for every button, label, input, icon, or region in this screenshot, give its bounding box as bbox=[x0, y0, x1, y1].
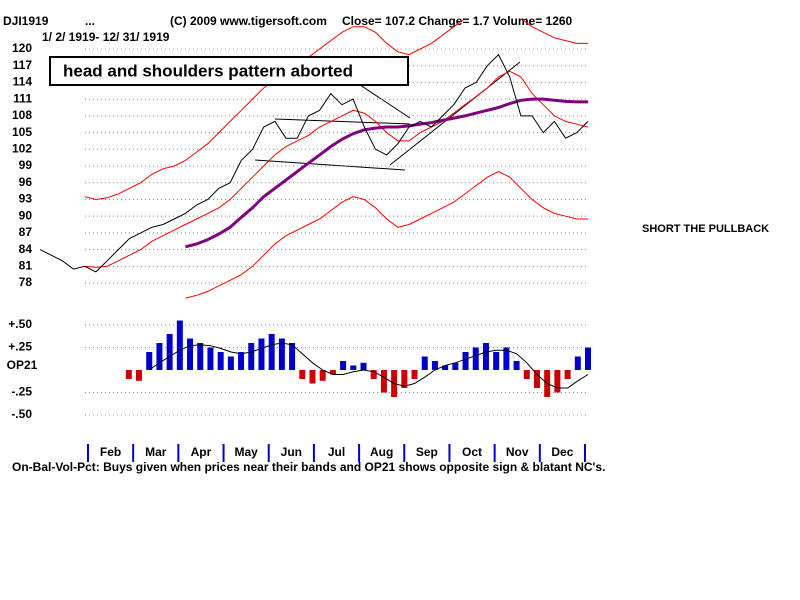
bar bbox=[278, 338, 285, 370]
bar bbox=[329, 370, 336, 375]
x-tick-label: Jul bbox=[328, 445, 345, 459]
footer: On-Bal-Vol-Pct: Buys given when prices n… bbox=[12, 460, 605, 474]
y-tick-label: 114 bbox=[13, 75, 33, 89]
bar bbox=[217, 352, 224, 370]
y-tick-label: 117 bbox=[13, 58, 33, 72]
line bbox=[84, 20, 588, 201]
y-tick-label: 87 bbox=[19, 225, 33, 239]
y-tick-label: 120 bbox=[12, 41, 32, 55]
bar bbox=[360, 362, 367, 370]
y-tick-label: -.25 bbox=[11, 385, 32, 399]
bar bbox=[370, 370, 377, 379]
line bbox=[185, 97, 588, 249]
bar bbox=[462, 352, 469, 370]
bar bbox=[166, 334, 173, 370]
x-tick-label: Feb bbox=[100, 445, 121, 459]
bar bbox=[248, 343, 255, 370]
y-tick-label: 108 bbox=[12, 108, 32, 122]
bar bbox=[421, 356, 428, 370]
y-tick-label: 90 bbox=[19, 208, 33, 222]
bar bbox=[350, 365, 357, 370]
bar bbox=[401, 370, 408, 388]
y-tick-label: 99 bbox=[19, 158, 33, 172]
bar bbox=[585, 347, 591, 370]
bar bbox=[431, 361, 438, 370]
y-tick-label: 105 bbox=[12, 125, 32, 139]
line bbox=[185, 171, 588, 299]
side-note: SHORT THE PULLBACK bbox=[642, 223, 769, 235]
bar bbox=[197, 343, 204, 370]
bar bbox=[493, 352, 500, 370]
bar bbox=[238, 352, 245, 370]
bar bbox=[125, 370, 132, 379]
x-tick-label: Aug bbox=[370, 445, 393, 459]
y-tick-label: 81 bbox=[19, 259, 33, 273]
bar bbox=[146, 352, 153, 370]
bar bbox=[503, 347, 510, 370]
x-tick-label: Nov bbox=[506, 445, 529, 459]
bar bbox=[533, 370, 540, 388]
bar bbox=[523, 370, 530, 379]
y-tick-label: 111 bbox=[13, 91, 32, 105]
price-plot bbox=[39, 20, 589, 299]
y-tick-label: 96 bbox=[19, 175, 33, 189]
x-tick-label: Mar bbox=[145, 445, 167, 459]
x-tick-label: Apr bbox=[191, 445, 212, 459]
line bbox=[84, 70, 589, 268]
y-tick-label: +.25 bbox=[8, 340, 32, 354]
line bbox=[39, 53, 589, 273]
bar bbox=[452, 362, 459, 370]
trend-line bbox=[254, 159, 406, 171]
x-tick-label: May bbox=[234, 445, 258, 459]
x-tick-label: Sep bbox=[416, 445, 438, 459]
bar bbox=[176, 320, 183, 370]
bar bbox=[340, 361, 347, 370]
y-axis-label: OP21 bbox=[7, 358, 38, 372]
bar bbox=[554, 370, 561, 393]
y-tick-label: 102 bbox=[12, 141, 32, 155]
x-tick-label: Jun bbox=[281, 445, 302, 459]
bar bbox=[299, 370, 306, 379]
bar bbox=[380, 370, 387, 393]
bar bbox=[564, 370, 571, 379]
bar bbox=[411, 370, 418, 379]
x-tick-label: Dec bbox=[551, 445, 573, 459]
bar bbox=[472, 347, 479, 370]
y-tick-label: 78 bbox=[19, 275, 33, 289]
bar bbox=[258, 338, 265, 370]
bar bbox=[156, 343, 163, 370]
bar bbox=[319, 370, 326, 381]
x-tick-label: Oct bbox=[462, 445, 482, 459]
bar bbox=[289, 343, 296, 370]
bar bbox=[574, 356, 581, 370]
line bbox=[148, 342, 589, 389]
y-tick-label: -.50 bbox=[11, 407, 32, 421]
bar bbox=[227, 356, 234, 370]
date-range: 1/ 2/ 1919- 12/ 31/ 1919 bbox=[42, 30, 170, 44]
bar bbox=[442, 365, 449, 370]
bar bbox=[513, 361, 520, 370]
neckline bbox=[274, 118, 411, 125]
trend-line bbox=[389, 61, 521, 166]
bar bbox=[268, 334, 275, 370]
bar bbox=[187, 338, 194, 370]
annotation: head and shoulders pattern aborted bbox=[63, 61, 353, 80]
bar bbox=[309, 370, 316, 384]
y-tick-label: +.50 bbox=[8, 317, 32, 331]
bar bbox=[482, 343, 489, 370]
y-tick-label: 93 bbox=[19, 192, 33, 206]
dots: ... bbox=[85, 14, 95, 28]
quote: Close= 107.2 Change= 1.7 Volume= 1260 bbox=[342, 14, 573, 28]
annotation-box bbox=[49, 56, 409, 86]
bar bbox=[136, 370, 143, 381]
bar bbox=[207, 347, 214, 370]
copyright: (C) 2009 www.tigersoft.com bbox=[170, 14, 327, 28]
y-tick-label: 84 bbox=[19, 242, 33, 256]
symbol: DJI1919 bbox=[3, 14, 49, 28]
